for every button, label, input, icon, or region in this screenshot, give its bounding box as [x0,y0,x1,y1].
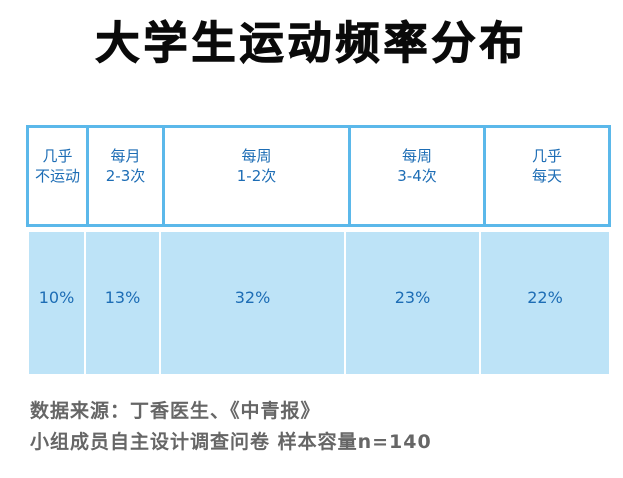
header-label-line2: 每天 [531,167,562,185]
category-header-row: 几乎 不运动 每月 2-3次 每周 1-2次 每周 3-4次 几乎 每天 [26,125,611,227]
header-cell-monthly-2-3: 每月 2-3次 [89,128,165,224]
header-cell-weekly-1-2: 每周 1-2次 [165,128,351,224]
header-label-line2: 2-3次 [105,167,146,185]
footer-notes: 数据来源：丁香医生、《中青报》 小组成员自主设计调查问卷 样本容量n=140 [30,396,432,458]
value-cell-almost-never: 10% [29,232,84,374]
header-label-line1: 几乎 [42,147,73,165]
header-label-line2: 3-4次 [397,167,437,185]
header-cell-weekly-3-4: 每周 3-4次 [351,128,486,224]
header-label-line1: 每周 [401,147,432,165]
header-label-line1: 每周 [241,147,272,165]
header-cell-almost-never: 几乎 不运动 [29,128,89,224]
header-label-line2: 1-2次 [236,167,277,185]
header-label-line2: 不运动 [34,167,80,185]
header-label-line1: 几乎 [531,147,562,165]
chart-title: 大学生运动频率分布 [95,17,528,69]
survey-note: 小组成员自主设计调查问卷 样本容量n=140 [30,431,432,453]
header-cell-almost-daily: 几乎 每天 [486,128,608,224]
value-cell-weekly-1-2: 32% [161,232,344,374]
value-cell-weekly-3-4: 23% [346,232,479,374]
data-source-note: 数据来源：丁香医生、《中青报》 [30,400,321,422]
percentage-row: 10% 13% 32% 23% 22% [29,232,609,374]
value-cell-monthly-2-3: 13% [86,232,159,374]
header-label-line1: 每月 [110,147,141,165]
value-cell-almost-daily: 22% [481,232,609,374]
